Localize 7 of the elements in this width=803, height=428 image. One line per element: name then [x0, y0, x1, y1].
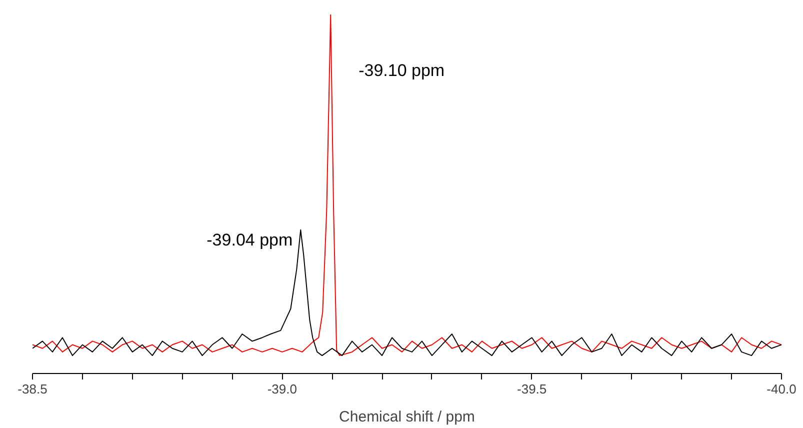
- x-tick-label: -39.5: [517, 382, 547, 396]
- x-axis-title: Chemical shift / ppm: [339, 408, 475, 426]
- x-tick-label: -39.0: [267, 382, 297, 396]
- annotation: -39.04 ppm: [206, 230, 293, 250]
- x-tick-label: -38.5: [18, 382, 48, 396]
- annotation: -39.10 ppm: [358, 61, 445, 80]
- x-tick-label: -40.0: [766, 382, 796, 396]
